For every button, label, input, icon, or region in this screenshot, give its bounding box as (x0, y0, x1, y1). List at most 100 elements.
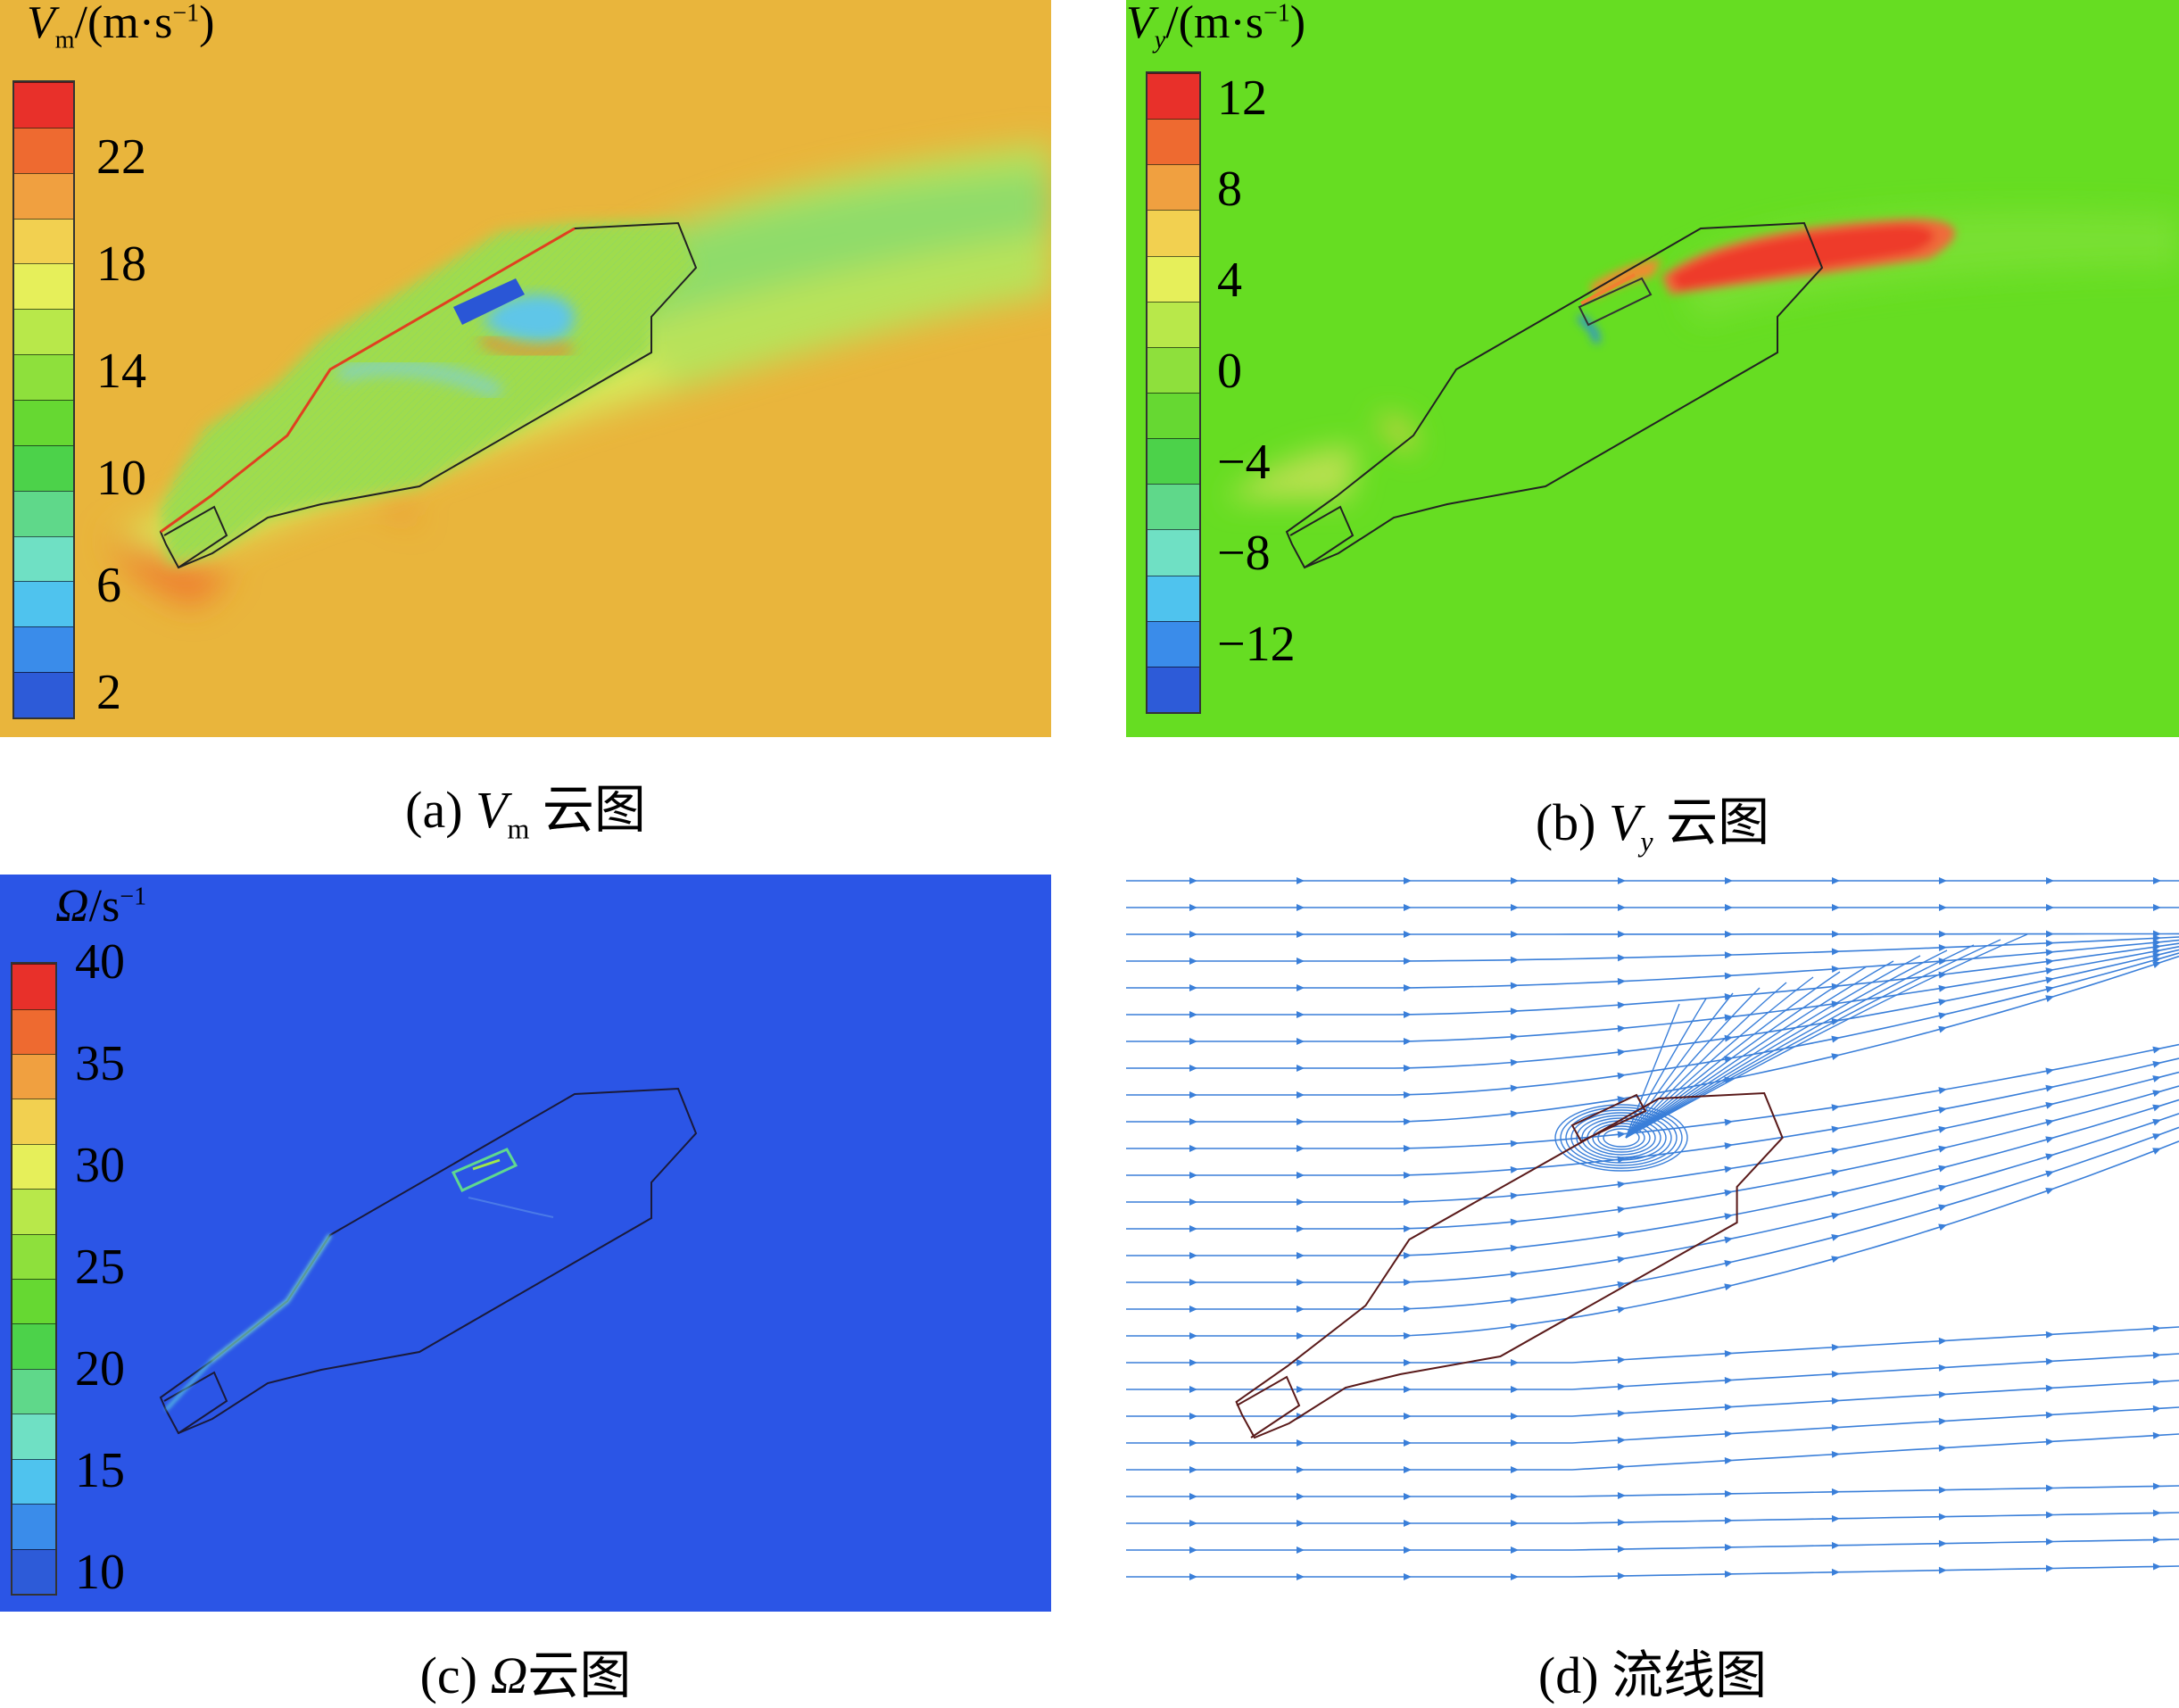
streamline-arrow (1831, 1370, 1840, 1378)
streamline-arrow (1938, 1025, 1947, 1033)
streamline-arrow (1510, 982, 1519, 990)
streamline-arrow (1831, 1514, 1840, 1522)
streamline-arrow (1617, 1231, 1626, 1239)
omega-tick-30: 30 (75, 1138, 125, 1193)
streamline-arrow (1403, 957, 1412, 965)
omega-background (0, 875, 1051, 1612)
streamline-arrow (2045, 1484, 2054, 1492)
omega-obstacle-outline (451, 1148, 518, 1192)
streamline-arrow (1297, 1118, 1305, 1125)
streamline-arrow (2046, 904, 2054, 911)
streamline-arrow (1510, 1165, 1519, 1173)
streamline-arrow (1724, 1236, 1733, 1244)
streamline-arrow (1510, 1192, 1519, 1200)
streamline-arrow (1189, 1091, 1197, 1099)
streamline-set (1126, 877, 2179, 1580)
streamline-arrow (2045, 930, 2054, 938)
colorbar-segment (12, 1143, 55, 1190)
streamline-arrow (1511, 1386, 1519, 1393)
streamline-arrow (1404, 1546, 1412, 1554)
streamline (1126, 933, 2179, 935)
streamline-arrow (1831, 1053, 1840, 1061)
streamline-arrow (2152, 1563, 2161, 1571)
streamline-arrow (1724, 951, 1733, 959)
colorbar-segment (12, 1008, 55, 1054)
streamline-arrow (2045, 1511, 2054, 1519)
streamline-arrow (1939, 877, 1947, 884)
recirculation-loop (1576, 1115, 1667, 1161)
streamline-arrow (1510, 1297, 1519, 1305)
streamline-arrow (1511, 1573, 1519, 1580)
streamline-arrow (1832, 904, 1840, 911)
streamline-arrow (1403, 1224, 1412, 1232)
streamline-arrow (1617, 1519, 1626, 1527)
streamline-arrow (1617, 1356, 1626, 1364)
streamline-arrow (1403, 1090, 1412, 1099)
streamline-arrow (2152, 1104, 2161, 1112)
colorbar-segment (14, 399, 73, 445)
colorbar-segment (1147, 484, 1199, 530)
streamline-arrow (1510, 1322, 1519, 1331)
colorbar-segment (14, 581, 73, 627)
streamline-arrow (1938, 1390, 1947, 1398)
recirculation-loop (1554, 1104, 1688, 1172)
colorbar-segment (14, 127, 73, 173)
streamline-arrow (1510, 1033, 1519, 1041)
streamline-arrow (1831, 1568, 1840, 1576)
streamline-arrow (1189, 1413, 1197, 1420)
streamline-arrow (1297, 1225, 1305, 1232)
streamline-arrow (2045, 1438, 2054, 1446)
omega-tick-25: 25 (75, 1240, 125, 1295)
streamline-arrow (1404, 931, 1412, 938)
streamline-arrow (1189, 931, 1197, 938)
streamline-arrow (1403, 984, 1412, 992)
streamline-arrow (2152, 1046, 2161, 1054)
streamline-arrow (1297, 1466, 1305, 1473)
streamline-arrow (1403, 1331, 1412, 1339)
streamline-arrow (1403, 1010, 1412, 1018)
streamline-arrow (1617, 1383, 1626, 1391)
colorbar-segment (12, 1368, 55, 1414)
streamline-arrow (1617, 1256, 1626, 1264)
streamline-arrow (2045, 939, 2054, 947)
streamline-arrow (1724, 1213, 1733, 1221)
streamline-arrow (1724, 1259, 1733, 1267)
streamline-arrow (1511, 877, 1519, 884)
streamline-arrow (1832, 930, 1840, 938)
colorbar-segment (1147, 393, 1199, 439)
streamline-arrow (1617, 1049, 1626, 1057)
streamline-arrow (1617, 1181, 1626, 1189)
streamline-arrow (1189, 1493, 1197, 1500)
streamline-arrow (1724, 1118, 1733, 1126)
streamline-arrow (1189, 1439, 1197, 1447)
streamline-arrow (1831, 1190, 1840, 1198)
streamline-arrow (2152, 961, 2161, 968)
streamline-arrow (1189, 984, 1197, 991)
fan-streamline (1625, 955, 1921, 1139)
streamline-arrow (1297, 1546, 1305, 1554)
streamline-arrow (1189, 904, 1197, 911)
vm-tick-10: 10 (96, 451, 146, 506)
vm-colorbar (12, 80, 75, 719)
streamline-arrow (1511, 1546, 1519, 1554)
streamline-arrow (1831, 1256, 1840, 1264)
streamline-arrow (1297, 1332, 1305, 1339)
streamline-arrow (1297, 1493, 1305, 1500)
streamline-arrow (1297, 1145, 1305, 1152)
omega-tick-40: 40 (75, 934, 125, 990)
streamline-arrow (2045, 1170, 2054, 1178)
fan-streamline (1625, 960, 1894, 1139)
streamline-arrow (1511, 1520, 1519, 1527)
colorbar-segment (1147, 301, 1199, 347)
streamline-arrow (1189, 958, 1197, 965)
streamline-arrow (1297, 1573, 1305, 1580)
streamline-arrow (1832, 877, 1840, 884)
streamline-arrow (1938, 1364, 1947, 1372)
colorbar-segment (12, 1458, 55, 1505)
vy-tick-0: 0 (1217, 344, 1242, 399)
colorbar-segment (12, 1414, 55, 1459)
colorbar-segment (14, 263, 73, 310)
streamline-arrow (1189, 1546, 1197, 1554)
omega-tick-10: 10 (75, 1545, 125, 1600)
fan-streamline (1625, 971, 1841, 1139)
